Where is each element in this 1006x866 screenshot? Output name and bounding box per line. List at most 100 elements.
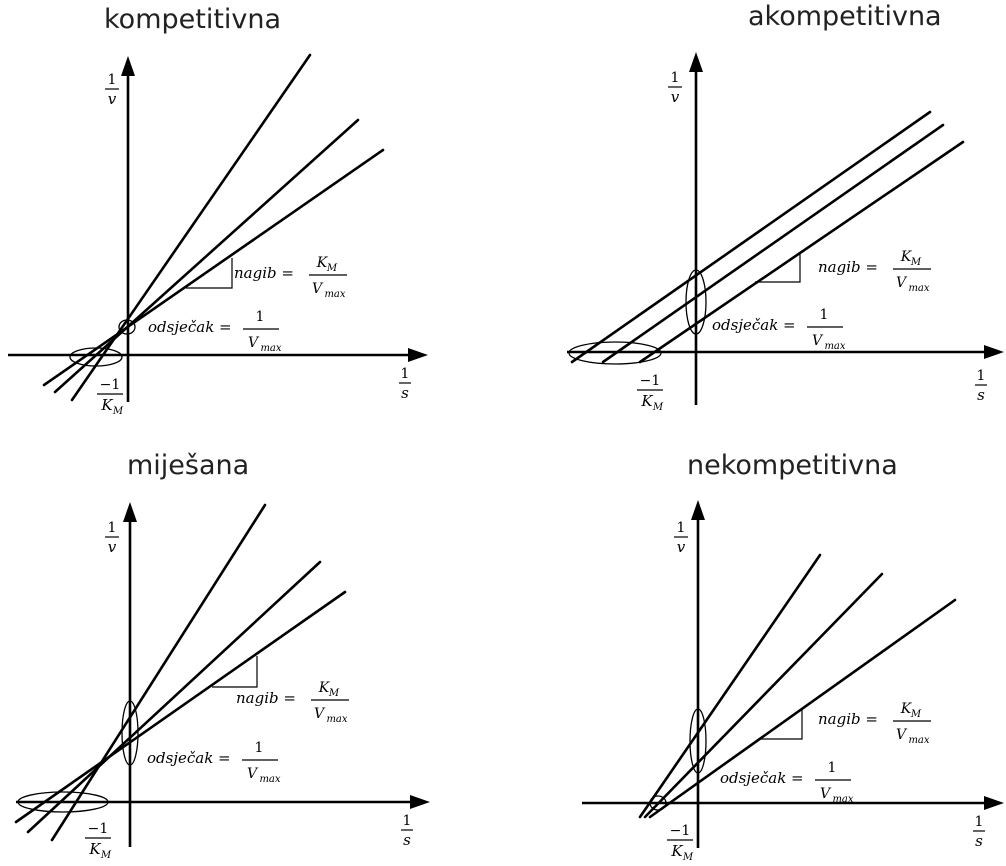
x-axis-label-numerator: 1 (975, 814, 984, 830)
inhibitor-line-3 (638, 140, 965, 364)
intercept-numerator: 1 (820, 307, 829, 323)
y-axis-label-denominator: v (108, 538, 117, 556)
x-intercept-label-numerator: −1 (100, 377, 121, 393)
y-axis-label-numerator: 1 (671, 70, 680, 86)
y-axis-arrow (691, 500, 705, 520)
intercept-numerator: 1 (256, 309, 265, 325)
x-axis-arrow (984, 345, 1004, 359)
slope-denominator: V (312, 281, 324, 297)
intercept-denominator: V (248, 335, 260, 351)
y-axis-arrow (123, 502, 137, 522)
slope-numerator-subscript: M (328, 688, 340, 699)
slope-numerator-subscript: M (910, 709, 922, 720)
inhibitor-line-1 (570, 110, 932, 364)
intercept-denominator-subscript: max (832, 794, 853, 805)
slope-denominator: V (314, 706, 326, 722)
y-axis-label-numerator: 1 (677, 520, 686, 536)
x-intercept-label-subscript: M (112, 406, 124, 417)
panel-title-kompetitivna: kompetitivna (104, 4, 282, 35)
intercept-marker-2 (685, 269, 707, 335)
intercept-marker-1 (649, 795, 667, 811)
x-axis-arrow (408, 348, 428, 362)
intercept-label: odsječak = (712, 316, 796, 334)
x-intercept-label-denominator: K (670, 842, 683, 860)
intercept-marker-2 (118, 319, 136, 335)
x-axis-label-denominator: s (977, 386, 985, 404)
inhibitor-line-2 (53, 118, 360, 394)
inhibitor-line-2 (643, 572, 884, 819)
slope-denominator-subscript: max (326, 714, 347, 725)
slope-label: nagib = (234, 264, 294, 282)
slope-denominator: V (896, 275, 908, 291)
x-axis-arrow (984, 796, 1004, 810)
intercept-denominator-subscript: max (259, 774, 280, 785)
inhibitor-line-1 (638, 553, 822, 819)
y-axis-label-numerator: 1 (108, 72, 117, 88)
intercept-numerator: 1 (255, 740, 264, 756)
y-axis-label-denominator: v (108, 90, 117, 108)
x-axis-arrow (410, 795, 430, 809)
slope-label: nagib = (818, 710, 878, 728)
slope-triangle (212, 656, 258, 688)
intercept-marker-1 (17, 791, 109, 813)
x-axis-label-denominator: s (401, 384, 409, 402)
x-axis-label-numerator: 1 (403, 813, 412, 829)
x-intercept-label-numerator: −1 (670, 823, 691, 839)
slope-triangle (755, 253, 801, 283)
x-axis-label-numerator: 1 (977, 368, 986, 384)
slope-label: nagib = (236, 689, 296, 707)
x-intercept-label-denominator: K (88, 840, 101, 858)
y-axis-arrow (689, 52, 703, 72)
intercept-label: odsječak = (147, 749, 231, 767)
x-intercept-label-numerator: −1 (640, 373, 661, 389)
intercept-label: odsječak = (720, 769, 804, 787)
intercept-denominator: V (812, 333, 824, 349)
slope-label: nagib = (818, 258, 878, 276)
y-axis-arrow (121, 56, 135, 76)
x-intercept-label-denominator: K (100, 396, 113, 414)
intercept-denominator-subscript: max (260, 343, 281, 354)
intercept-numerator: 1 (828, 760, 837, 776)
slope-numerator-subscript: M (326, 263, 338, 274)
inhibitor-line-2 (601, 123, 945, 364)
panel-title-akompetitivna: akompetitivna (748, 1, 942, 32)
x-intercept-label-denominator: K (640, 392, 653, 410)
y-axis-label-denominator: v (671, 88, 680, 106)
inhibitor-line-1 (50, 503, 267, 842)
slope-numerator: K (900, 249, 913, 265)
intercept-marker-2 (689, 708, 707, 774)
slope-numerator: K (900, 701, 913, 717)
inhibitor-line-3 (14, 590, 347, 824)
y-axis-label-denominator: v (677, 538, 686, 556)
slope-triangle (186, 258, 233, 289)
y-axis-label-numerator: 1 (108, 520, 117, 536)
intercept-denominator-subscript: max (824, 341, 845, 352)
x-intercept-label-numerator: −1 (88, 821, 109, 837)
slope-denominator-subscript: max (908, 283, 929, 294)
slope-triangle (758, 710, 803, 740)
inhibitor-line-2 (26, 560, 322, 834)
intercept-marker-1 (69, 347, 123, 367)
x-axis-label-numerator: 1 (401, 366, 410, 382)
slope-numerator: K (318, 680, 331, 696)
inhibitor-line-3 (648, 598, 957, 819)
x-axis-label-denominator: s (975, 832, 983, 850)
intercept-marker-1 (568, 341, 662, 365)
slope-denominator: V (896, 727, 908, 743)
intercept-label: odsječak = (148, 318, 232, 336)
x-intercept-label-subscript: M (652, 402, 664, 413)
slope-numerator-subscript: M (910, 257, 922, 268)
x-intercept-label-subscript: M (682, 852, 694, 863)
panel-title-miješana: miješana (127, 450, 250, 481)
panel-title-nekompetitivna: nekompetitivna (687, 450, 898, 481)
x-axis-label-denominator: s (403, 831, 411, 849)
slope-denominator-subscript: max (908, 735, 929, 746)
intercept-marker-2 (121, 700, 139, 766)
x-intercept-label-subscript: M (100, 850, 112, 861)
slope-numerator: K (316, 255, 329, 271)
